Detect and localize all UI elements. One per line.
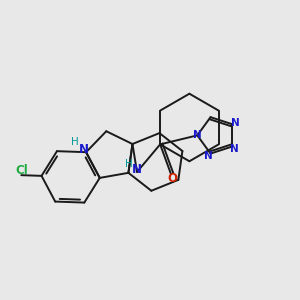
Text: O: O: [167, 172, 177, 185]
Text: N: N: [132, 163, 142, 176]
Text: H: H: [71, 137, 79, 147]
Text: N: N: [230, 144, 239, 154]
Text: Cl: Cl: [15, 164, 28, 177]
Text: H: H: [125, 159, 133, 169]
Text: N: N: [204, 151, 213, 161]
Text: N: N: [231, 118, 240, 128]
Text: N: N: [193, 130, 202, 140]
Text: N: N: [79, 143, 89, 156]
